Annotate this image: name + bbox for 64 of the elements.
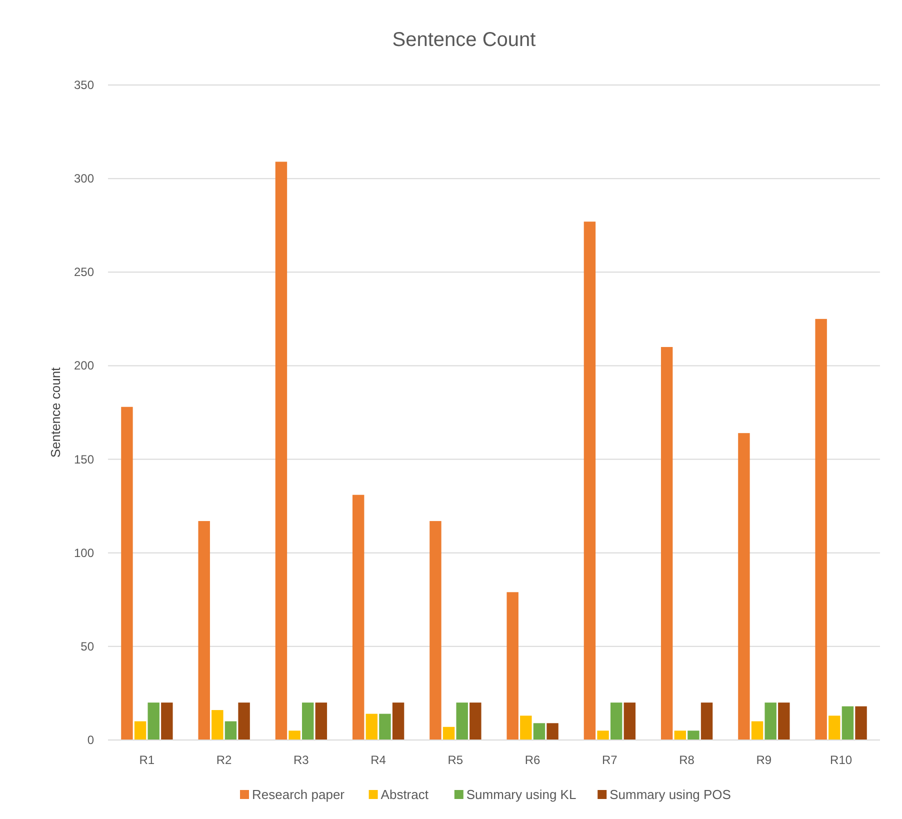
bar bbox=[842, 706, 854, 740]
bar bbox=[584, 222, 596, 740]
bar bbox=[506, 592, 518, 740]
legend-label: Research paper bbox=[252, 787, 346, 802]
bar bbox=[198, 521, 210, 740]
bar bbox=[442, 726, 455, 740]
x-tick-label: R2 bbox=[216, 753, 232, 767]
bar bbox=[815, 318, 827, 740]
bar bbox=[148, 702, 160, 740]
bar bbox=[275, 162, 288, 740]
bar bbox=[520, 716, 532, 740]
bar bbox=[212, 710, 224, 740]
y-tick-label: 150 bbox=[74, 452, 94, 466]
bar bbox=[610, 702, 622, 740]
bar bbox=[764, 702, 776, 740]
bar bbox=[366, 714, 378, 740]
bar bbox=[855, 706, 867, 740]
bar bbox=[302, 702, 314, 740]
bar bbox=[379, 714, 391, 740]
x-tick-label: R6 bbox=[524, 753, 541, 767]
legend-label: Abstract bbox=[380, 787, 429, 802]
bar bbox=[546, 723, 558, 740]
y-tick-label: 100 bbox=[74, 546, 94, 560]
bar bbox=[238, 702, 250, 740]
y-tick-label: 350 bbox=[74, 78, 94, 92]
bar bbox=[688, 730, 700, 740]
bar bbox=[778, 702, 790, 740]
legend-label: Summary using POS bbox=[610, 787, 732, 802]
x-tick-label: R1 bbox=[139, 753, 155, 767]
bar bbox=[352, 494, 364, 740]
x-tick-label: R9 bbox=[756, 753, 772, 767]
bar bbox=[674, 730, 686, 740]
y-tick-label: 250 bbox=[74, 265, 94, 280]
y-axis-title: Sentence count bbox=[48, 366, 63, 458]
x-tick-label: R5 bbox=[448, 753, 464, 767]
y-tick-label: 50 bbox=[80, 639, 94, 654]
bar bbox=[624, 702, 636, 740]
y-tick-label: 200 bbox=[74, 358, 94, 373]
bar bbox=[161, 702, 173, 740]
bar bbox=[470, 702, 482, 740]
bar bbox=[224, 721, 237, 740]
y-tick-label: 0 bbox=[87, 733, 94, 747]
bar bbox=[288, 730, 300, 740]
bar bbox=[456, 702, 468, 740]
bar bbox=[430, 521, 442, 740]
x-tick-label: R10 bbox=[830, 753, 852, 767]
x-tick-label: R7 bbox=[602, 753, 618, 767]
bar bbox=[533, 723, 546, 740]
bar bbox=[828, 716, 840, 740]
bar bbox=[121, 406, 133, 740]
bar bbox=[700, 702, 713, 740]
bar bbox=[392, 702, 404, 740]
bar bbox=[134, 721, 146, 740]
legend-label: Summary using KL bbox=[466, 787, 576, 802]
y-tick-label: 300 bbox=[74, 172, 94, 186]
bar bbox=[597, 730, 609, 740]
chart-title: Sentence Count bbox=[392, 29, 536, 51]
bar bbox=[751, 721, 764, 740]
x-tick-label: R4 bbox=[370, 753, 386, 767]
x-tick-label: R8 bbox=[679, 753, 695, 767]
bar bbox=[315, 702, 328, 740]
x-tick-label: R3 bbox=[294, 753, 310, 767]
bar bbox=[738, 433, 750, 740]
bar bbox=[660, 347, 673, 740]
